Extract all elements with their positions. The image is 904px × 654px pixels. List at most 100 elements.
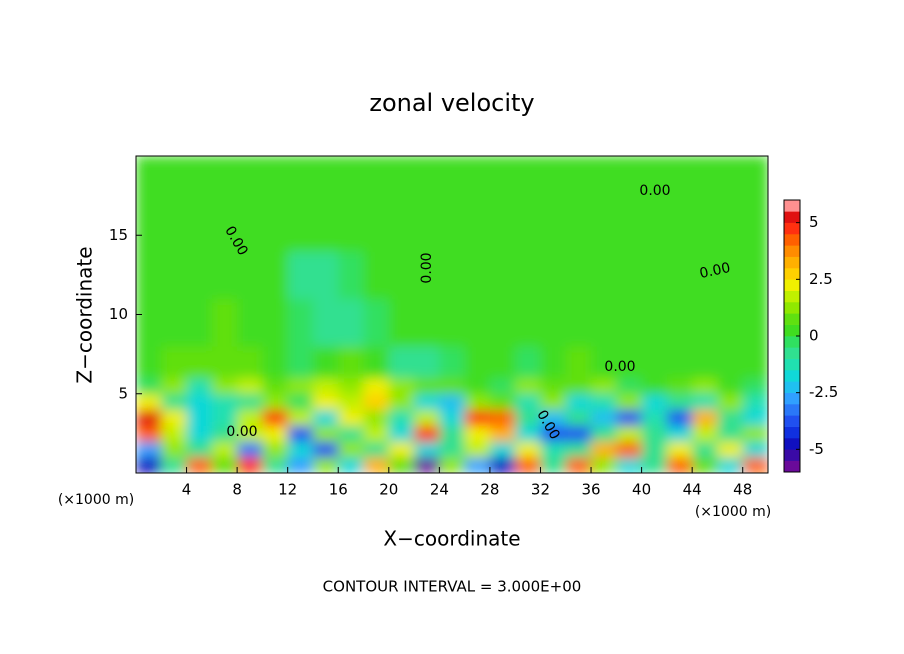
x-unit-label: (×1000 m) — [695, 504, 771, 520]
colorbar-band — [784, 211, 800, 223]
cell — [464, 346, 491, 379]
cell — [136, 425, 162, 442]
cell — [211, 298, 238, 347]
cell — [414, 203, 440, 252]
cell — [515, 393, 541, 411]
cell — [136, 409, 162, 426]
cell — [692, 393, 718, 411]
cell — [388, 203, 415, 252]
cell — [464, 251, 491, 300]
cell — [262, 377, 289, 395]
colorbar-band — [784, 404, 800, 416]
cell — [742, 203, 768, 252]
cell — [692, 298, 718, 347]
cell — [692, 457, 718, 473]
cell — [186, 251, 213, 300]
colorbar-tick-label: 5 — [809, 213, 819, 231]
colorbar-band — [784, 290, 800, 303]
cell — [717, 425, 744, 442]
cell — [414, 409, 440, 426]
cell — [692, 441, 718, 458]
cell — [312, 203, 339, 252]
colorbar-band — [784, 256, 800, 269]
cell — [692, 203, 718, 252]
cell — [692, 251, 718, 300]
cell — [489, 409, 516, 426]
cell — [515, 346, 541, 379]
cell — [161, 156, 188, 205]
cell — [464, 156, 491, 205]
cell — [616, 346, 643, 379]
contour-label: 0.00 — [419, 252, 435, 283]
cell — [439, 203, 466, 252]
cell — [717, 251, 744, 300]
colorbar-tick-label: 0 — [809, 327, 819, 345]
cell — [591, 457, 617, 473]
cell — [388, 441, 415, 458]
cell — [414, 346, 440, 379]
cell — [262, 203, 289, 252]
cell — [338, 441, 365, 458]
cell — [237, 457, 263, 473]
cell — [312, 298, 339, 347]
cell — [363, 298, 390, 347]
cell — [388, 156, 415, 205]
cell — [666, 409, 693, 426]
cell — [363, 251, 390, 300]
cell — [540, 298, 567, 347]
cell — [666, 156, 693, 205]
cell — [439, 409, 466, 426]
colorbar-band — [784, 358, 800, 371]
cell — [312, 251, 339, 300]
cell — [312, 441, 339, 458]
cell — [616, 425, 643, 442]
x-tick-label: 20 — [379, 481, 398, 499]
cell — [591, 203, 617, 252]
cell — [464, 425, 491, 442]
cell — [439, 298, 466, 347]
colorbar-band — [784, 268, 800, 280]
cell — [312, 425, 339, 442]
cell — [388, 251, 415, 300]
cell — [692, 409, 718, 426]
cell — [641, 393, 668, 411]
cell — [338, 346, 365, 379]
cell — [287, 156, 314, 205]
cell — [540, 457, 567, 473]
cell — [439, 457, 466, 473]
cell — [641, 156, 668, 205]
cell — [515, 251, 541, 300]
cell — [565, 298, 592, 347]
cell — [287, 298, 314, 347]
cell — [591, 346, 617, 379]
x-tick-label: 16 — [329, 481, 348, 499]
cell — [211, 409, 238, 426]
cell — [338, 203, 365, 252]
cell — [489, 377, 516, 395]
colorbar-band — [784, 426, 800, 439]
cell — [136, 251, 162, 300]
cell — [211, 156, 238, 205]
cell — [641, 441, 668, 458]
cell — [312, 393, 339, 411]
cell — [312, 346, 339, 379]
cell — [363, 441, 390, 458]
cell — [312, 409, 339, 426]
cell — [136, 346, 162, 379]
colorbar-tick-label: -5 — [809, 440, 824, 458]
cell — [338, 298, 365, 347]
cell — [515, 377, 541, 395]
colorbar-band — [784, 200, 800, 212]
cell — [211, 457, 238, 473]
cell — [666, 457, 693, 473]
cell — [439, 393, 466, 411]
cell — [641, 203, 668, 252]
colorbar-tick-label: -2.5 — [809, 383, 838, 401]
cell — [641, 457, 668, 473]
cell — [161, 409, 188, 426]
cell — [237, 203, 263, 252]
cell — [717, 156, 744, 205]
cell — [439, 425, 466, 442]
cell — [161, 298, 188, 347]
